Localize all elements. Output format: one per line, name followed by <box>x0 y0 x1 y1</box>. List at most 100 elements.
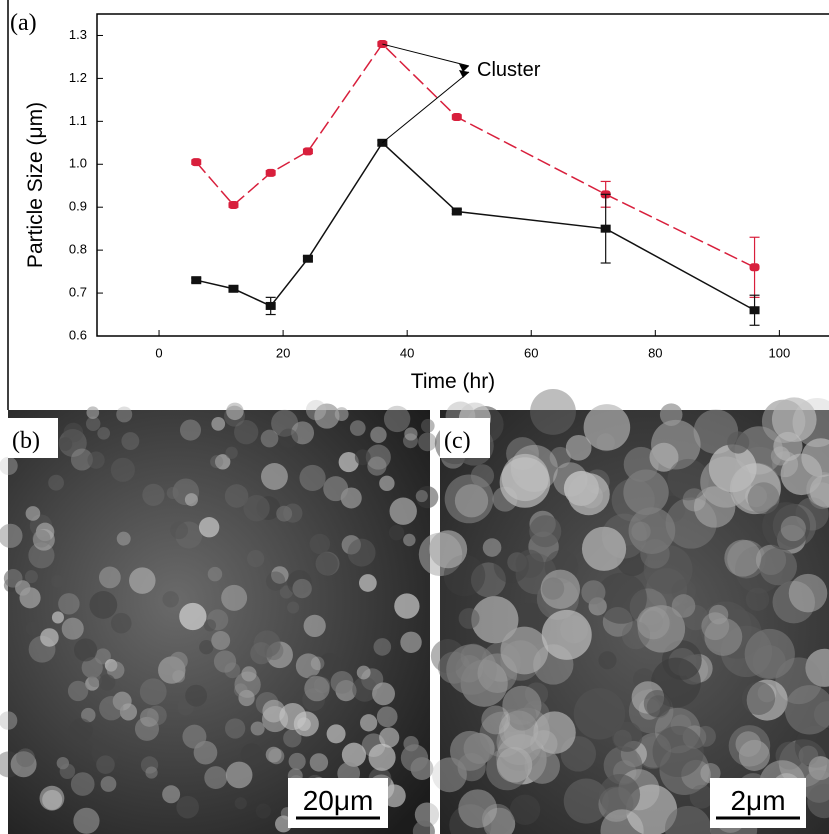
sem-grain <box>481 706 510 735</box>
x-axis-label: Time (hr) <box>411 370 495 393</box>
sem-grain <box>459 608 480 629</box>
sem-grain <box>234 672 260 698</box>
marker <box>452 113 462 121</box>
sem-grain <box>121 432 139 450</box>
sem-grain <box>370 427 386 443</box>
y-tick-label: 0.9 <box>69 199 87 214</box>
sem-grain <box>742 682 775 715</box>
sem-grain <box>704 618 742 656</box>
sem-grain <box>450 731 490 771</box>
sem-grain <box>33 530 51 548</box>
sem-grain <box>68 681 88 701</box>
sem-grain <box>781 516 806 541</box>
sem-grain <box>129 567 156 594</box>
sem-grain <box>736 731 762 757</box>
marker <box>452 207 462 215</box>
sem-grain <box>289 753 306 770</box>
sem-grain <box>226 762 253 789</box>
sem-grain <box>323 476 348 501</box>
sem-grain <box>214 650 236 672</box>
sem-grain <box>15 580 30 595</box>
sem-grain <box>372 682 395 705</box>
sem-grain <box>429 530 467 568</box>
sem-grain <box>225 718 245 738</box>
sem-grain <box>379 727 399 747</box>
sem-grain <box>384 406 410 432</box>
sem-grain <box>247 550 264 567</box>
sem-grain <box>162 591 178 607</box>
sem-grain <box>211 417 225 431</box>
sem-grain <box>0 457 18 475</box>
sem-grain <box>799 746 819 766</box>
sem-grain <box>199 640 213 654</box>
sem-grain <box>48 475 64 491</box>
sem-grain <box>204 766 227 789</box>
sem-grain <box>16 748 35 767</box>
marker <box>303 147 313 155</box>
sem-grain <box>315 552 338 575</box>
sem-grain <box>69 718 93 742</box>
sem-grain <box>140 678 167 705</box>
sem-grain <box>243 495 269 521</box>
sem-grain <box>180 420 201 441</box>
marker <box>228 201 238 209</box>
sem-grain <box>74 638 97 661</box>
sem-grain <box>52 611 64 623</box>
scale-label: 20μm <box>303 785 374 816</box>
sem-grain <box>73 808 99 834</box>
sem-grain <box>377 706 398 727</box>
sem-grain <box>581 580 605 604</box>
sem-grain <box>306 400 326 420</box>
y-tick-label: 0.6 <box>69 327 87 342</box>
sem-grain <box>390 498 417 525</box>
marker <box>750 306 760 314</box>
sem-grain <box>97 427 110 440</box>
y-tick-label: 1.2 <box>69 70 87 85</box>
sem-grain <box>516 550 544 578</box>
sem-grain <box>550 447 571 468</box>
sem-grain <box>373 638 391 656</box>
sem-grain <box>745 629 795 679</box>
sem-grain <box>179 603 206 630</box>
sem-grain <box>262 700 285 723</box>
sem-grain <box>185 493 198 506</box>
sem-grain <box>224 406 245 427</box>
y-tick-label: 1.3 <box>69 27 87 42</box>
sem-grain <box>111 613 132 634</box>
plot-frame <box>97 14 829 336</box>
sem-grain <box>403 534 415 546</box>
sem-grain <box>369 744 396 771</box>
sem-grain <box>510 795 540 825</box>
sem-grain <box>653 726 704 777</box>
sem-grain <box>71 772 95 796</box>
sem-grain <box>724 540 761 577</box>
sem-grain <box>199 517 219 537</box>
sem-grain <box>26 506 41 521</box>
annotation-arrow <box>382 72 469 143</box>
sem-grain <box>579 484 603 508</box>
panel-label: (c) <box>444 428 471 454</box>
marker <box>191 158 201 166</box>
sem-grain <box>86 406 99 419</box>
sem-grain <box>359 574 377 592</box>
marker <box>266 169 276 177</box>
sem-grain <box>294 711 319 736</box>
sem-grain <box>276 506 292 522</box>
sem-grain <box>331 671 354 694</box>
sem-grain <box>287 602 299 614</box>
sem-grain <box>26 622 40 636</box>
sem-grain <box>299 465 325 491</box>
sem-grain <box>314 677 330 693</box>
y-tick-label: 1.0 <box>69 156 87 171</box>
sem-grain <box>421 419 435 433</box>
sem-grain <box>58 593 79 614</box>
sem-grain <box>637 607 670 640</box>
sem-grain <box>221 585 247 611</box>
sem-grain <box>530 389 576 435</box>
sem-grain <box>478 653 518 693</box>
sem-grain <box>89 591 117 619</box>
sem-grain <box>147 706 167 726</box>
sem-grain <box>40 628 59 647</box>
marker <box>191 276 201 284</box>
